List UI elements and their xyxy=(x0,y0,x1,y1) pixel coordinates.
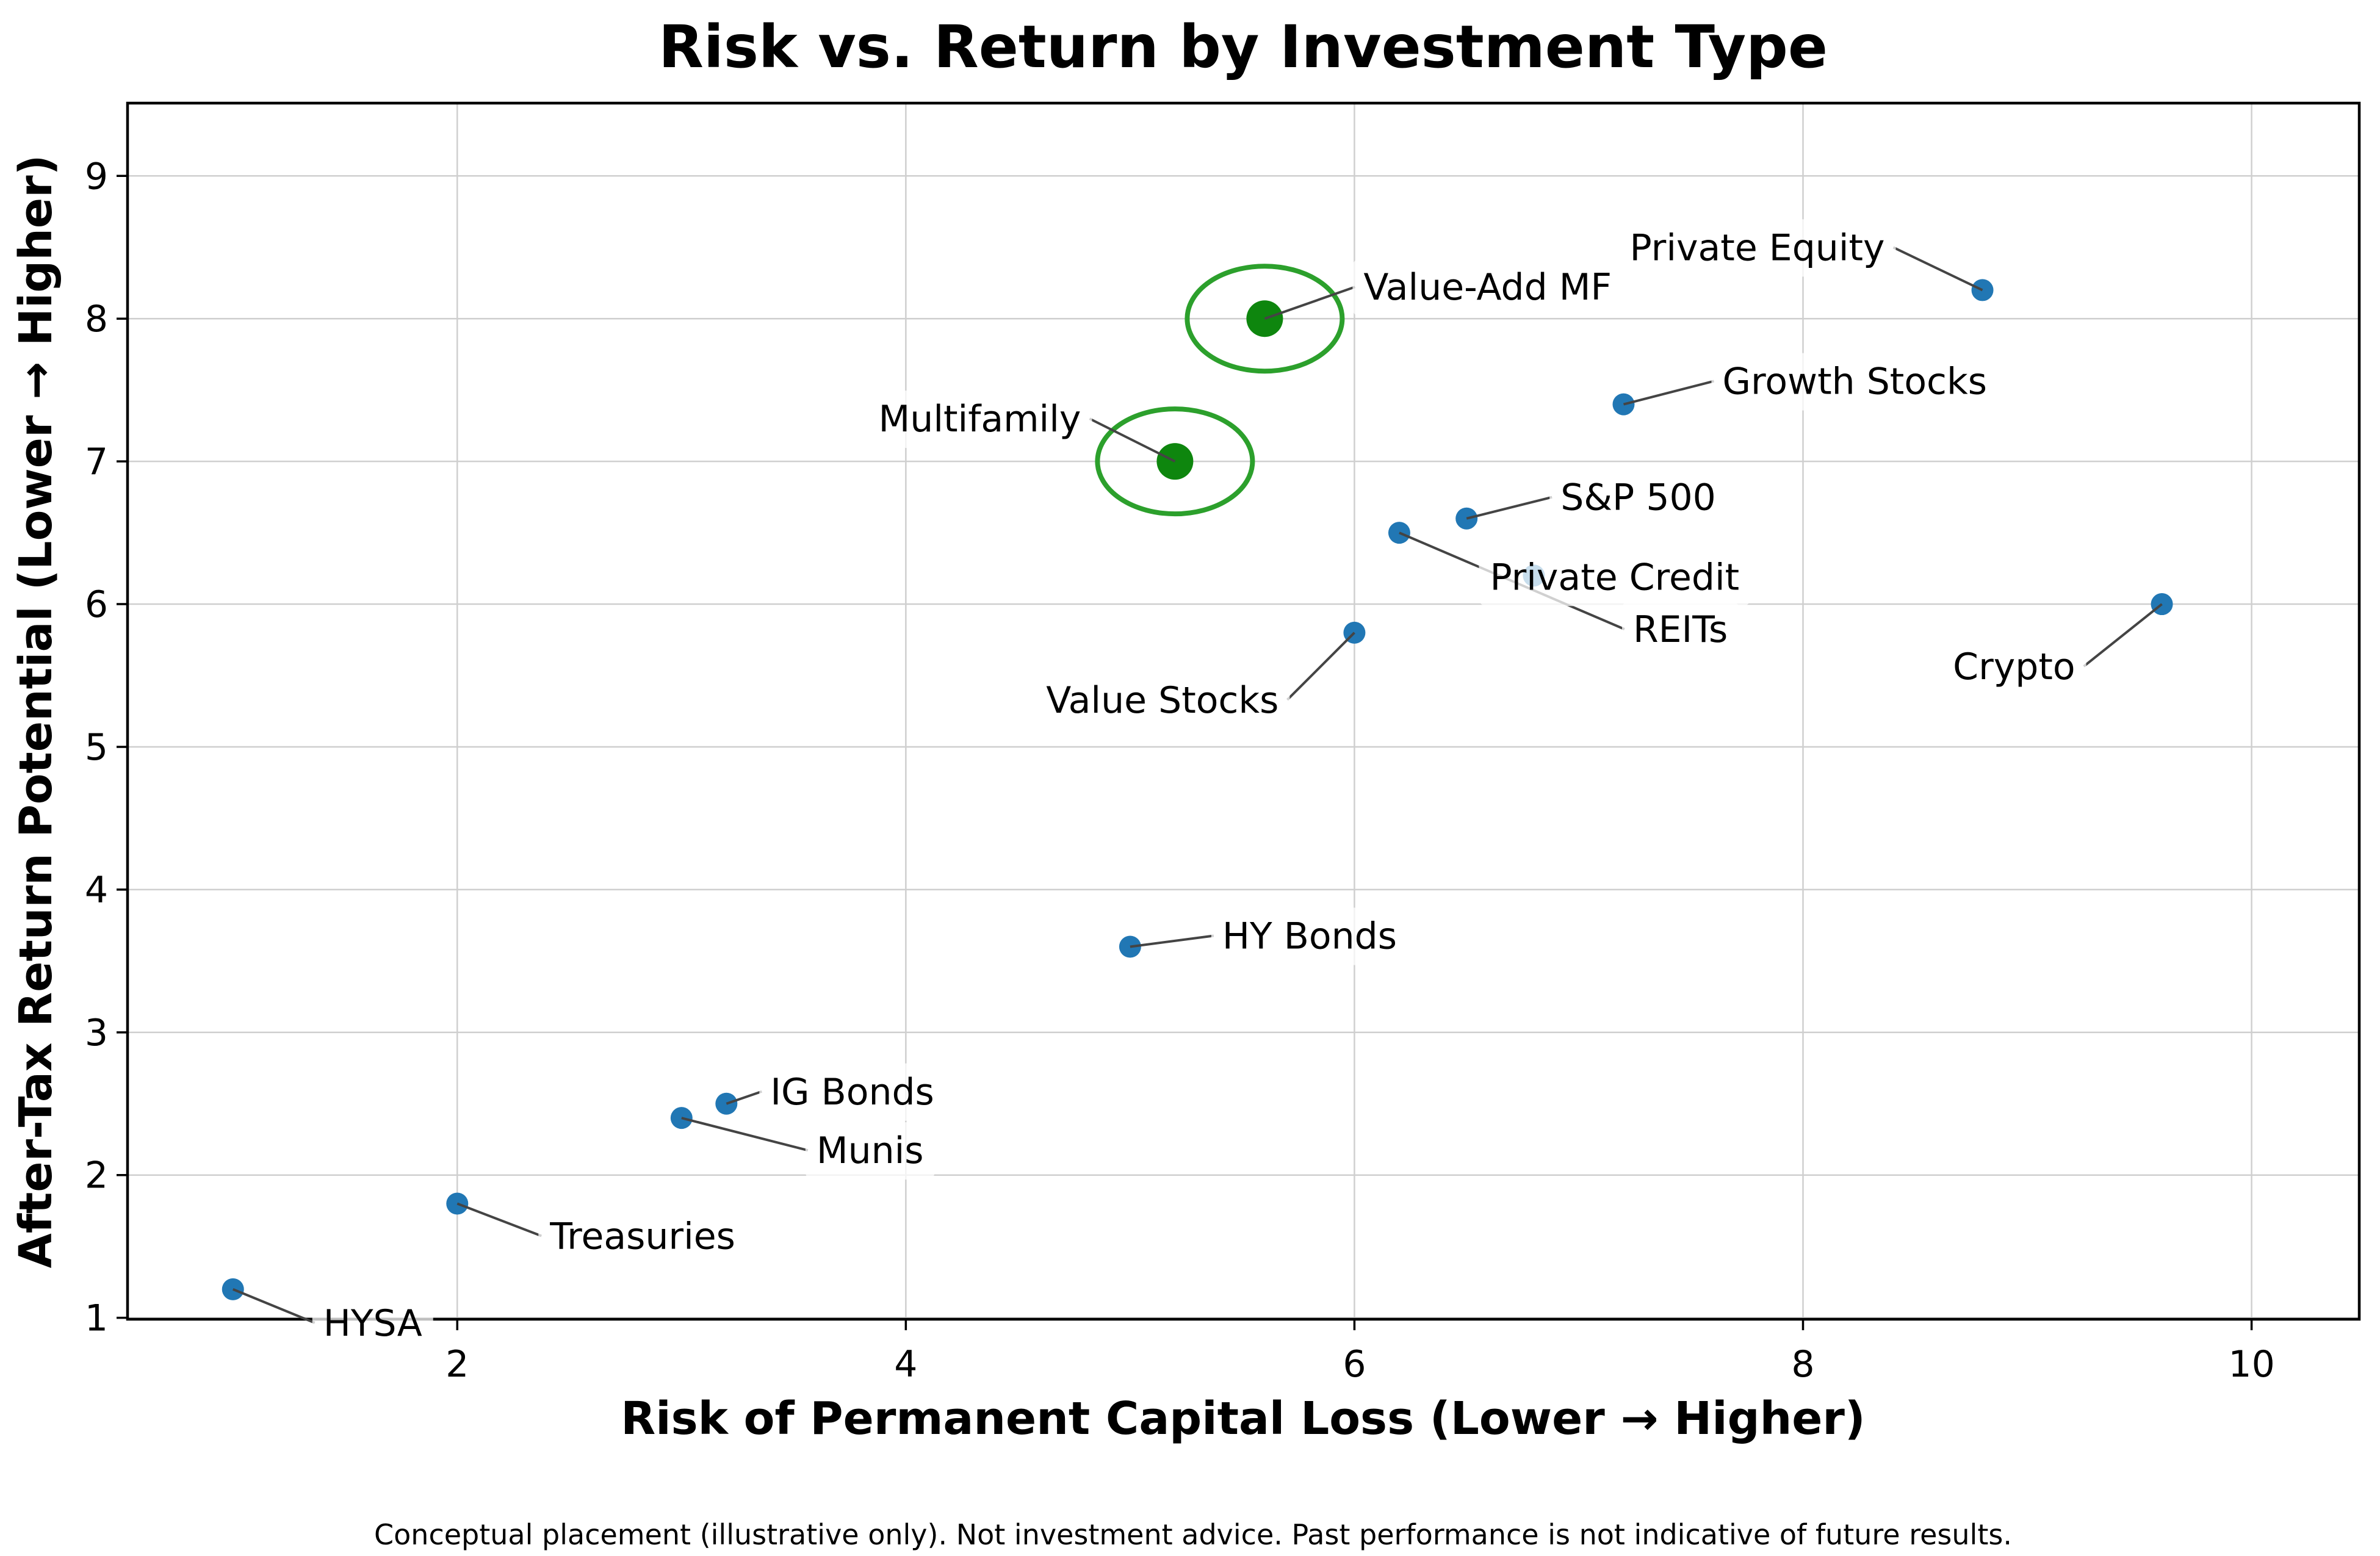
leader-line-multifamily xyxy=(1089,417,1176,463)
annotation-reits: REITs xyxy=(1621,601,1739,659)
label-box-value-stocks xyxy=(1035,671,1290,729)
annotation-private-equity: Private Equity xyxy=(1618,219,1896,277)
leader-line-hysa xyxy=(232,1288,316,1324)
point-label-value-add-mf: Value-Add MF xyxy=(1363,266,1612,309)
y-tick-label-7: 7 xyxy=(85,441,108,483)
leader-line-munis xyxy=(681,1117,809,1152)
annotation-treasuries: Treasuries xyxy=(538,1208,746,1266)
y-tick-label-3: 3 xyxy=(85,1012,108,1054)
leader-line-s-p-500 xyxy=(1466,495,1552,520)
annotation-value-add-mf: Value-Add MF xyxy=(1352,259,1623,317)
point-labels-layer: HYSA Treasuries Munis IG Bonds HY Bonds Value… xyxy=(312,219,2086,1352)
x-tick-label-10: 10 xyxy=(2228,1343,2274,1386)
point-label-munis: Munis xyxy=(817,1129,924,1172)
annotation-private-credit: Private Credit xyxy=(1479,549,1751,607)
label-box-munis xyxy=(805,1122,935,1180)
x-axis-label: Risk of Permanent Capital Loss (Lower → … xyxy=(621,1392,1866,1445)
annotation-growth-stocks: Growth Stocks xyxy=(1711,353,1999,411)
y-tick-label-6: 6 xyxy=(85,583,108,626)
annotation-s-p-500: S&P 500 xyxy=(1549,469,1727,527)
plot-border xyxy=(126,101,2361,1321)
point-label-ig-bonds: IG Bonds xyxy=(770,1071,934,1114)
annotation-multifamily: Multifamily xyxy=(867,391,1092,448)
x-tick-label-4: 4 xyxy=(894,1343,917,1386)
label-box-hy-bonds xyxy=(1211,907,1408,965)
point-label-private-credit: Private Credit xyxy=(1490,556,1739,599)
leader-line-crypto xyxy=(2083,603,2163,668)
annotation-ig-bonds: IG Bonds xyxy=(759,1063,945,1121)
x-tick-label-6: 6 xyxy=(1343,1343,1366,1386)
point-label-value-stocks: Value Stocks xyxy=(1046,679,1278,722)
point-label-treasuries: Treasuries xyxy=(549,1216,735,1258)
x-tick-label-2: 2 xyxy=(445,1343,469,1386)
highlight-ring-multifamily xyxy=(1095,406,1255,517)
label-box-treasuries xyxy=(538,1208,746,1266)
annotation-munis: Munis xyxy=(805,1122,935,1180)
leader-line-ig-bonds xyxy=(726,1090,762,1105)
y-tick-label-8: 8 xyxy=(85,298,108,340)
annotation-hy-bonds: HY Bonds xyxy=(1211,907,1408,965)
point-label-growth-stocks: Growth Stocks xyxy=(1722,361,1987,403)
x-tick-label-8: 8 xyxy=(1791,1343,1814,1386)
y-axis-label: After-Tax Return Potential (Lower → High… xyxy=(10,155,62,1269)
label-box-reits xyxy=(1621,601,1739,659)
y-tick-label-5: 5 xyxy=(85,726,108,769)
annotation-hysa: HYSA xyxy=(312,1294,433,1352)
y-tick-label-2: 2 xyxy=(85,1154,108,1197)
leader-line-value-stocks xyxy=(1286,632,1355,701)
label-box-private-equity xyxy=(1618,219,1896,277)
data-points-layer xyxy=(222,279,2173,1300)
point-label-s-p-500: S&P 500 xyxy=(1560,477,1716,519)
label-box-private-credit xyxy=(1479,549,1751,607)
y-tick-label-9: 9 xyxy=(85,155,108,198)
label-box-hysa xyxy=(312,1294,433,1352)
point-label-reits: REITs xyxy=(1633,608,1728,651)
annotation-value-stocks: Value Stocks xyxy=(1035,671,1290,729)
point-label-crypto: Crypto xyxy=(1953,646,2075,688)
leader-line-hy-bonds xyxy=(1130,934,1214,948)
label-box-ig-bonds xyxy=(759,1063,945,1121)
label-box-multifamily xyxy=(867,391,1092,448)
leader-line-growth-stocks xyxy=(1623,380,1714,406)
leader-line-value-add-mf xyxy=(1264,286,1356,320)
label-box-crypto xyxy=(1942,638,2086,696)
label-box-growth-stocks xyxy=(1711,353,1999,411)
footer-disclaimer: Conceptual placement (illustrative only)… xyxy=(374,1518,2012,1551)
highlight-ring-value-add-mf xyxy=(1185,264,1345,374)
leader-line-treasuries xyxy=(456,1202,542,1237)
y-tick-label-4: 4 xyxy=(85,869,108,912)
chart-title: Risk vs. Return by Investment Type xyxy=(658,13,1828,81)
label-box-value-add-mf xyxy=(1352,259,1623,317)
point-label-hysa: HYSA xyxy=(323,1302,422,1345)
annotation-crypto: Crypto xyxy=(1942,638,2086,696)
highlight-rings-layer xyxy=(1095,264,1345,517)
y-tick-label-1: 1 xyxy=(85,1297,108,1340)
leader-line-private-equity xyxy=(1892,246,1983,292)
point-label-hy-bonds: HY Bonds xyxy=(1222,915,1397,957)
point-label-multifamily: Multifamily xyxy=(879,398,1081,441)
gridline-layer xyxy=(128,103,2359,1319)
point-label-private-equity: Private Equity xyxy=(1630,226,1885,269)
label-box-s-p-500 xyxy=(1549,469,1727,527)
